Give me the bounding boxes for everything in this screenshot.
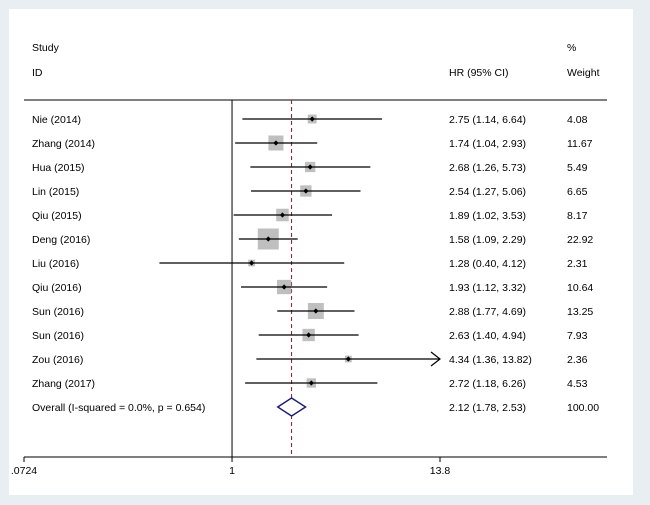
study-ci-text: 1.89 (1.02, 3.53) — [449, 210, 526, 222]
study-label: Qiu (2015) — [32, 210, 82, 222]
plot-panel — [9, 9, 633, 495]
study-label: Sun (2016) — [32, 330, 84, 342]
point-estimate — [303, 188, 309, 194]
point-estimate — [248, 260, 255, 266]
overall-ci-text: 2.12 (1.78, 2.53) — [449, 402, 526, 414]
study-label: Zou (2016) — [32, 354, 83, 366]
study-weight-text: 6.65 — [567, 186, 588, 198]
study-row: Zou (2016) 4.34 (1.36, 13.82) 2.36 — [32, 351, 588, 367]
study-weight-text: 22.92 — [567, 234, 593, 246]
study-label: Zhang (2017) — [32, 378, 95, 390]
point-estimate — [309, 116, 315, 122]
point-estimate — [313, 308, 319, 314]
study-label: Qiu (2016) — [32, 282, 82, 294]
study-row: Zhang (2014) 1.74 (1.04, 2.93) 11.67 — [32, 135, 593, 151]
study-weight-text: 13.25 — [567, 306, 593, 318]
study-weight-text: 11.67 — [567, 138, 593, 150]
study-weight-text: 2.36 — [567, 354, 588, 366]
point-estimate — [308, 380, 314, 386]
x-axis: .0724 1 13.8 — [11, 457, 451, 477]
study-label: Liu (2016) — [32, 258, 79, 270]
study-label: Lin (2015) — [32, 186, 79, 198]
study-row: Qiu (2015) 1.89 (1.02, 3.53) 8.17 — [32, 208, 588, 222]
study-ci-text: 2.54 (1.27, 5.06) — [449, 186, 526, 198]
study-label: Hua (2015) — [32, 162, 85, 174]
study-ci-text: 2.68 (1.26, 5.73) — [449, 162, 526, 174]
study-row: Zhang (2017) 2.72 (1.18, 6.26) 4.53 — [32, 378, 588, 390]
ci-arrow — [430, 351, 441, 367]
study-ci-text: 2.75 (1.14, 6.64) — [449, 114, 526, 126]
x-tick-label: 1 — [229, 465, 235, 477]
point-estimate — [273, 140, 279, 146]
study-ci-text: 2.63 (1.40, 4.94) — [449, 330, 526, 342]
study-row: Sun (2016) 2.88 (1.77, 4.69) 13.25 — [32, 303, 593, 319]
study-weight-text: 4.08 — [567, 114, 588, 126]
overall-weight-text: 100.00 — [567, 402, 599, 414]
study-row: Hua (2015) 2.68 (1.26, 5.73) 5.49 — [32, 161, 588, 174]
study-label: Sun (2016) — [32, 306, 84, 318]
study-ci-text: 1.93 (1.12, 3.32) — [449, 282, 526, 294]
overall-row: Overall (I-squared = 0.0%, p = 0.654) 2.1… — [32, 397, 599, 417]
point-estimate — [279, 212, 286, 218]
header-id: ID — [32, 67, 43, 79]
x-tick-label: 13.8 — [430, 465, 451, 477]
header-weight: Weight — [567, 67, 600, 79]
point-estimate — [281, 284, 287, 290]
study-weight-text: 10.64 — [567, 282, 593, 294]
study-weight-text: 5.49 — [567, 162, 588, 174]
header-weight-percent: % — [567, 42, 576, 54]
study-row: Liu (2016) 1.28 (0.40, 4.12) 2.31 — [32, 258, 588, 270]
study-row: Sun (2016) 2.63 (1.40, 4.94) 7.93 — [32, 328, 588, 342]
header-study: Study — [32, 42, 60, 54]
point-estimate — [307, 164, 313, 170]
overall-label: Overall (I-squared = 0.0%, p = 0.654) — [32, 402, 205, 414]
study-ci-text: 4.34 (1.36, 13.82) — [449, 354, 532, 366]
study-row: Deng (2016) 1.58 (1.09, 2.29) 22.92 — [32, 228, 593, 250]
study-ci-text: 1.74 (1.04, 2.93) — [449, 138, 526, 150]
study-weight-text: 7.93 — [567, 330, 588, 342]
study-row: Nie (2014) 2.75 (1.14, 6.64) 4.08 — [32, 114, 588, 126]
study-ci-text: 2.72 (1.18, 6.26) — [449, 378, 526, 390]
x-tick-label: .0724 — [11, 465, 37, 477]
study-rows: Nie (2014) 2.75 (1.14, 6.64) 4.08 Zhang (20… — [32, 114, 599, 417]
study-ci-text: 1.28 (0.40, 4.12) — [449, 258, 526, 270]
study-label: Zhang (2014) — [32, 138, 95, 150]
study-weight-text: 2.31 — [567, 258, 588, 270]
overall-diamond — [276, 397, 307, 417]
study-weight-text: 8.17 — [567, 210, 588, 222]
study-row: Qiu (2016) 1.93 (1.12, 3.32) 10.64 — [32, 279, 593, 295]
study-ci-text: 2.88 (1.77, 4.69) — [449, 306, 526, 318]
header-effect: HR (95% CI) — [449, 67, 509, 79]
study-row: Lin (2015) 2.54 (1.27, 5.06) 6.65 — [32, 185, 588, 198]
point-estimate — [345, 356, 351, 362]
point-estimate — [265, 236, 271, 242]
study-weight-text: 4.53 — [567, 378, 588, 390]
point-estimate — [306, 332, 312, 338]
study-label: Deng (2016) — [32, 234, 90, 246]
study-ci-text: 1.58 (1.09, 2.29) — [449, 234, 526, 246]
study-label: Nie (2014) — [32, 114, 81, 126]
